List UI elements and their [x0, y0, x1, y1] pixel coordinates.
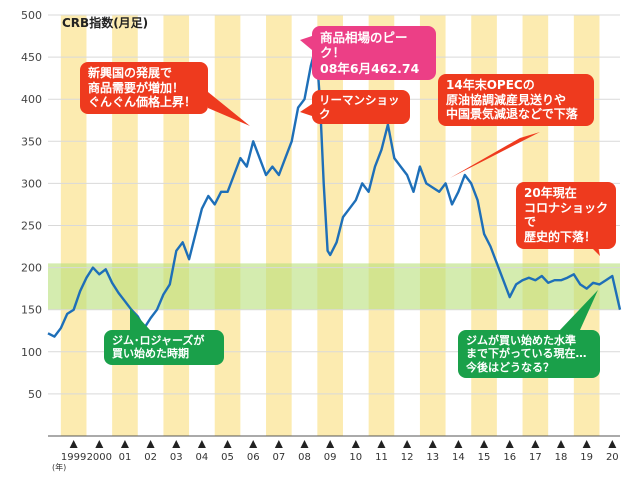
rogers-now-pointer [560, 290, 598, 330]
x-tick-label: 15 [478, 452, 491, 463]
x-tick-marker [531, 440, 540, 448]
peak-pointer [300, 36, 312, 50]
x-tick-marker [582, 440, 591, 448]
x-tick-label: 20 [606, 452, 619, 463]
y-tick-label: 300 [21, 177, 42, 190]
y-tick-label: 500 [21, 9, 42, 22]
y-tick-label: 50 [28, 388, 42, 401]
x-tick-marker [300, 440, 309, 448]
x-tick-marker [274, 440, 283, 448]
x-unit-label: (年) [52, 463, 67, 472]
x-tick-marker [351, 440, 360, 448]
x-axis: 1999 2000 01 02 03 04 05 06 07 08 09 10 11 12 13 14 15 16… [61, 440, 619, 463]
x-tick-label: 17 [529, 452, 542, 463]
y-axis: 50 100 150 200 250 300 350 400 450 500 [21, 9, 42, 401]
x-tick-marker [223, 440, 232, 448]
x-tick-marker [608, 440, 617, 448]
rogers-start-pointer [130, 308, 150, 330]
peak-callout: 商品相場のピーク！ 08年6月462.74 [312, 26, 436, 80]
x-tick-marker [557, 440, 566, 448]
rogers-now-callout: ジムが買い始めた水準 まで下がっている現在… 今後はどうなる？ [458, 330, 600, 379]
lehman-callout: リーマンショック [312, 90, 410, 125]
chart-title: CRB指数(月足) [62, 16, 149, 30]
x-tick-label: 06 [247, 452, 260, 463]
x-tick-marker [377, 440, 386, 448]
x-tick-label: 02 [144, 452, 157, 463]
x-tick-marker [326, 440, 335, 448]
x-tick-label: 13 [426, 452, 439, 463]
x-tick-marker [197, 440, 206, 448]
rogers-start-callout: ジム･ロジャーズが 買い始めた時期 [104, 330, 224, 365]
x-tick-label: 01 [119, 452, 132, 463]
x-tick-label: 16 [503, 452, 516, 463]
y-tick-label: 350 [21, 135, 42, 148]
x-tick-label: 1999 [61, 452, 86, 463]
x-tick-marker [454, 440, 463, 448]
opec-callout: 14年末OPECの 原油協調減産見送りや 中国景気減退などで下落 [438, 74, 594, 126]
x-tick-marker [249, 440, 258, 448]
x-tick-label: 03 [170, 452, 183, 463]
x-tick-label: 05 [221, 452, 234, 463]
x-tick-label: 2000 [87, 452, 112, 463]
x-tick-label: 07 [272, 452, 285, 463]
y-tick-label: 100 [21, 346, 42, 359]
opec-pointer [450, 132, 540, 178]
x-tick-marker [146, 440, 155, 448]
x-tick-label: 09 [324, 452, 337, 463]
x-tick-marker [69, 440, 78, 448]
x-tick-marker [172, 440, 181, 448]
x-tick-label: 18 [555, 452, 568, 463]
x-tick-marker [505, 440, 514, 448]
x-tick-marker [480, 440, 489, 448]
x-tick-label: 11 [375, 452, 388, 463]
y-tick-label: 250 [21, 220, 42, 233]
x-tick-label: 08 [298, 452, 311, 463]
covid-callout: 20年現在 コロナショックで 歴史的下落！ [516, 182, 616, 249]
x-tick-marker [120, 440, 129, 448]
y-tick-label: 450 [21, 51, 42, 64]
highlight-band [48, 263, 620, 310]
y-tick-label: 150 [21, 304, 42, 317]
x-tick-marker [403, 440, 412, 448]
y-tick-label: 200 [21, 262, 42, 275]
x-tick-label: 19 [580, 452, 593, 463]
lehman-pointer [300, 104, 312, 116]
y-tick-label: 400 [21, 93, 42, 106]
emerging-callout: 新興国の発展で 商品需要が増加！ ぐんぐん価格上昇！ [80, 62, 208, 114]
x-tick-label: 10 [349, 452, 362, 463]
x-tick-marker [95, 440, 104, 448]
x-tick-marker [428, 440, 437, 448]
x-tick-label: 14 [452, 452, 465, 463]
x-tick-label: 12 [401, 452, 414, 463]
emerging-pointer [208, 92, 250, 126]
x-tick-label: 04 [196, 452, 209, 463]
